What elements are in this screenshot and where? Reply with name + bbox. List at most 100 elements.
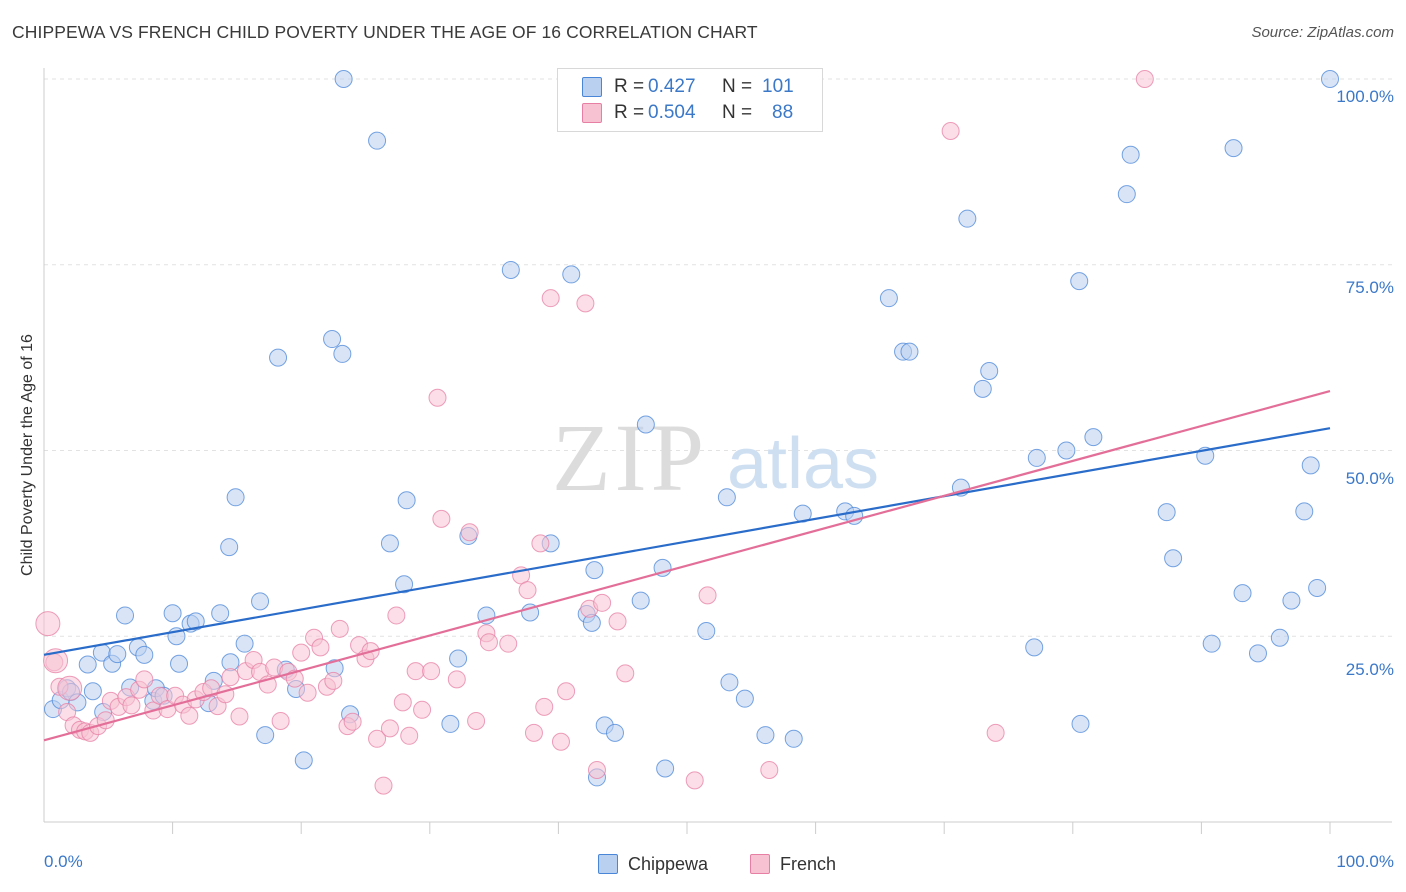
chippewa-point [980, 361, 999, 380]
french-point [447, 670, 466, 689]
r-label: R = [614, 76, 645, 97]
x-tick-right: 100.0% [1336, 852, 1394, 871]
chippewa-point [973, 379, 992, 398]
chippewa-point [163, 604, 182, 623]
legend-label-french: French [780, 853, 837, 874]
chippewa-point [1121, 145, 1140, 164]
chippewa-point [1070, 272, 1089, 291]
french-point [524, 723, 543, 742]
french-point [460, 523, 479, 542]
french-point [698, 586, 717, 605]
axes [43, 68, 1392, 834]
legend-label-chippewa: Chippewa [628, 853, 709, 874]
french-point [180, 706, 199, 725]
french-point [535, 697, 554, 716]
chippewa-point [186, 612, 205, 631]
french-point [576, 294, 595, 313]
french-swatch [582, 103, 602, 123]
french-point [986, 723, 1005, 742]
correlation-legend: R = 0.427 N = 101 R = 0.504 N = 88 [557, 68, 823, 132]
french-legend-swatch [750, 854, 770, 874]
french-point [551, 732, 570, 751]
french-point [330, 619, 349, 638]
chippewa-point [1301, 456, 1320, 475]
french-point [343, 712, 362, 731]
chippewa-point [631, 591, 650, 610]
watermark: ZIP atlas [552, 404, 879, 511]
french-point [35, 611, 61, 637]
source-label: Source: ZipAtlas.com [1251, 24, 1394, 41]
chippewa-swatch [582, 77, 602, 97]
french-point [467, 711, 486, 730]
chippewa-point [1308, 578, 1327, 597]
french-trend-line [43, 389, 1331, 742]
chippewa-point [235, 634, 254, 653]
french-point [587, 760, 606, 779]
series-french-points [35, 70, 1154, 795]
chippewa-point [323, 330, 342, 349]
french-point [608, 612, 627, 631]
french-point [216, 685, 235, 704]
french-point [374, 776, 393, 795]
chippewa-point [226, 488, 245, 507]
chippewa-point [879, 289, 898, 308]
legend-row-chippewa: R = 0.427 N = 101 [582, 75, 794, 99]
french-point [221, 668, 240, 687]
french-point [368, 729, 387, 748]
legend-row-french: R = 0.504 N = 88 [582, 101, 793, 125]
french-point [324, 671, 343, 690]
chippewa-point [562, 265, 581, 284]
chippewa-point [958, 209, 977, 228]
chippewa-point [1071, 714, 1090, 733]
french-point [422, 662, 441, 681]
chippewa-point [333, 344, 352, 363]
chippewa-point [135, 645, 154, 664]
french-point [428, 388, 447, 407]
chippewa-point [397, 491, 416, 510]
n-label: N = [722, 76, 753, 97]
chippewa-point [108, 645, 127, 664]
chippewa-point [756, 726, 775, 745]
chippewa-point [368, 131, 387, 150]
french-point [685, 771, 704, 790]
r-value-chippewa: 0.427 [648, 76, 696, 97]
french-point [557, 682, 576, 701]
french-point [593, 593, 612, 612]
french-point [57, 675, 83, 701]
french-point [393, 693, 412, 712]
chippewa-point [251, 592, 270, 611]
chippewa-point [720, 673, 739, 692]
french-point [518, 581, 537, 600]
chippewa-point [269, 348, 288, 367]
n-label: N = [722, 102, 753, 123]
french-point [230, 707, 249, 726]
french-point [311, 638, 330, 657]
french-point [406, 662, 425, 681]
chippewa-point [585, 561, 604, 580]
chippewa-point [294, 751, 313, 770]
french-point [616, 664, 635, 683]
y-tick-50: 50.0% [1345, 469, 1394, 488]
french-point [499, 634, 518, 653]
chippewa-point [784, 729, 803, 748]
chippewa-point [1117, 185, 1136, 204]
chippewa-point [605, 723, 624, 742]
chippewa-point [1224, 139, 1243, 158]
chippewa-point [1157, 503, 1176, 522]
y-tick-100: 100.0% [1336, 87, 1394, 106]
chippewa-point [1270, 628, 1289, 647]
french-point [387, 606, 406, 625]
chippewa-point [334, 70, 353, 88]
french-point [292, 643, 311, 662]
chippewa-point [900, 342, 919, 361]
french-point [413, 700, 432, 719]
french-point [400, 726, 419, 745]
r-label: R = [614, 102, 645, 123]
chippewa-point [395, 575, 414, 594]
watermark-atlas: atlas [727, 424, 879, 504]
french-point [479, 633, 498, 652]
chippewa-point [78, 655, 97, 674]
chippewa-point [1084, 428, 1103, 447]
chippewa-point [1233, 584, 1252, 603]
